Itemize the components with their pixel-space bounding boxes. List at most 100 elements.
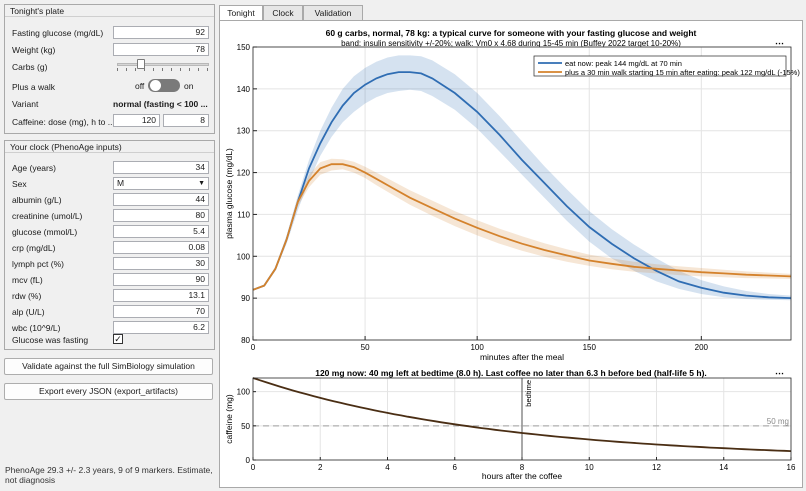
more-options-icon: ⋯ (775, 368, 784, 378)
y-axis-label: caffeine (mg) (224, 394, 234, 444)
carbs-label: Carbs (g) (12, 62, 48, 72)
weight-label: Weight (kg) (12, 45, 56, 55)
y-tick-label: 90 (241, 294, 250, 303)
clock-field-label: rdw (%) (12, 291, 42, 301)
plate-panel: Tonight's plate Fasting glucose (mg/dL) … (4, 4, 215, 134)
clock-field-value: 70 (195, 306, 205, 316)
x-tick-label: 150 (583, 343, 597, 352)
glucose-fasting-checkbox[interactable]: ✓ (113, 334, 123, 344)
x-tick-label: 16 (787, 463, 796, 472)
clock-field-value: 0.08 (188, 242, 205, 252)
y-tick-label: 130 (237, 127, 251, 136)
clock-field-label: wbc (10^9/L) (12, 323, 61, 333)
walk-off-label: off (135, 81, 145, 91)
clock-field-input[interactable]: 90 (113, 273, 209, 286)
clock-field-input[interactable]: 6.2 (113, 321, 209, 334)
tab-tonight[interactable]: Tonight (219, 5, 263, 21)
validate-button[interactable]: Validate against the full SimBiology sim… (4, 358, 213, 375)
x-tick-label: 200 (695, 343, 709, 352)
clock-field-value: 6.2 (193, 322, 205, 332)
walk-label: Plus a walk (12, 82, 55, 92)
more-options-icon: ⋯ (775, 38, 784, 48)
clock-field-label: alp (U/L) (12, 307, 45, 317)
glucose-fasting-label: Glucose was fasting (12, 335, 89, 345)
clock-field-value: 34 (195, 162, 205, 172)
caffeine-label: Caffeine: dose (mg), h to ... (12, 117, 115, 127)
weight-field[interactable]: 78 (113, 43, 209, 56)
clock-field-label: Sex (12, 179, 27, 189)
export-button[interactable]: Export every JSON (export_artifacts) (4, 383, 213, 400)
clock-field-input[interactable]: 5.4 (113, 225, 209, 238)
x-tick-label: 2 (318, 463, 323, 472)
x-tick-label: 8 (520, 463, 525, 472)
clock-field-label: Age (years) (12, 163, 56, 173)
clock-field-input[interactable]: 44 (113, 193, 209, 206)
caffeine-hours-field[interactable]: 8 (163, 114, 209, 127)
plate-panel-title: Tonight's plate (10, 6, 65, 16)
fasting-glucose-label: Fasting glucose (mg/dL) (12, 28, 104, 38)
y-tick-label: 100 (237, 388, 251, 397)
variant-value: normal (fasting < 100 ... (113, 99, 208, 109)
legend-label: eat now: peak 144 mg/dL at 70 min (565, 59, 682, 68)
y-tick-label: 150 (237, 43, 251, 52)
clock-field-input[interactable]: 30 (113, 257, 209, 270)
x-tick-label: 0 (251, 343, 256, 352)
bedtime-label: bedtime (524, 380, 533, 407)
clock-field-label: creatinine (umol/L) (12, 211, 83, 221)
tonight-tab-content: 60 g carbs, normal, 78 kg: a typical cur… (219, 20, 803, 488)
clock-field-value: 13.1 (188, 290, 205, 300)
y-tick-label: 120 (237, 169, 251, 178)
clock-field-label: lymph pct (%) (12, 259, 64, 269)
clock-field-input[interactable]: 13.1 (113, 289, 209, 302)
x-tick-label: 10 (585, 463, 594, 472)
glucose-chart-title: 60 g carbs, normal, 78 kg: a typical cur… (326, 28, 697, 38)
clock-field-input[interactable]: 80 (113, 209, 209, 222)
series-band-1 (253, 158, 791, 290)
clock-field-value: 80 (195, 210, 205, 220)
tab-validation[interactable]: Validation (303, 5, 363, 20)
sex-select[interactable]: M ▼ (113, 177, 209, 190)
series-band-0 (253, 55, 791, 301)
glucose-chart-subtitle: band: insulin sensitivity +/-20%; walk: … (341, 39, 681, 48)
clock-field-input[interactable]: 0.08 (113, 241, 209, 254)
x-tick-label: 4 (385, 463, 390, 472)
x-tick-label: 12 (652, 463, 661, 472)
caffeine-dose-field[interactable]: 120 (113, 114, 160, 127)
x-axis-label: hours after the coffee (482, 471, 562, 481)
clock-field-value: 5.4 (193, 226, 205, 236)
fasting-glucose-field[interactable]: 92 (113, 26, 209, 39)
walk-on-label: on (184, 81, 194, 91)
clock-field-label: mcv (fL) (12, 275, 43, 285)
checkmark-icon: ✓ (114, 334, 122, 344)
caffeine-curve (252, 377, 792, 452)
clock-field-input[interactable]: 34 (113, 161, 209, 174)
carbs-slider-thumb[interactable] (137, 59, 145, 69)
clock-field-label: albumin (g/L) (12, 195, 62, 205)
clock-field-label: crp (mg/dL) (12, 243, 56, 253)
clock-field-input[interactable]: 70 (113, 305, 209, 318)
caffeine-chart-title: 120 mg now: 40 mg left at bedtime (8.0 h… (315, 368, 707, 378)
chevron-down-icon: ▼ (198, 180, 205, 187)
clock-field-value: 90 (195, 274, 205, 284)
walk-toggle[interactable] (148, 79, 180, 92)
clock-field-label: glucose (mmol/L) (12, 227, 78, 237)
clock-panel: Your clock (PhenoAge inputs) Age (years)… (4, 140, 215, 350)
tab-clock[interactable]: Clock (263, 5, 303, 20)
x-tick-label: 0 (251, 463, 256, 472)
status-text: PhenoAge 29.3 +/- 2.3 years, 9 of 9 mark… (5, 465, 213, 485)
x-tick-label: 6 (453, 463, 458, 472)
clock-field-value: 44 (195, 194, 205, 204)
legend-label: plus a 30 min walk starting 15 min after… (565, 68, 800, 77)
clock-field-value: M (117, 178, 125, 188)
carbs-slider[interactable] (117, 58, 209, 72)
series-line-0 (252, 71, 792, 299)
clock-field-value: 30 (195, 258, 205, 268)
threshold-label: 50 mg (767, 417, 789, 426)
y-tick-label: 140 (237, 85, 251, 94)
tonight-charts: 60 g carbs, normal, 78 kg: a typical cur… (224, 28, 800, 481)
x-tick-label: 14 (719, 463, 728, 472)
y-axis-label: plasma glucose (mg/dL) (224, 148, 234, 239)
glucose-plot-frame (252, 46, 792, 341)
x-tick-label: 50 (361, 343, 370, 352)
series-line-1 (252, 163, 792, 291)
